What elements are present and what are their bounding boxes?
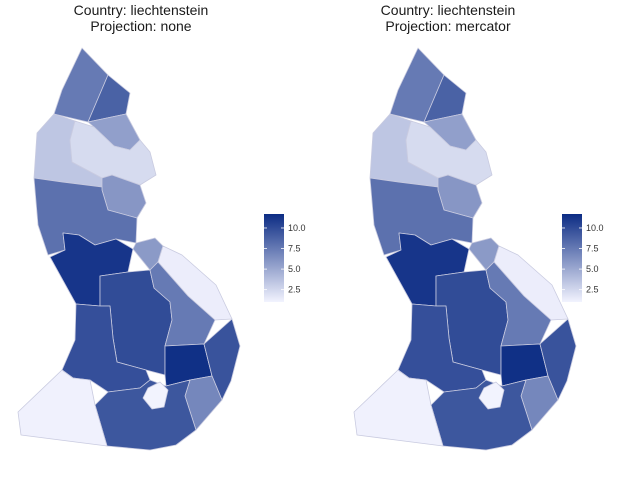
region-enclave xyxy=(142,381,169,410)
legend-color-bar xyxy=(562,214,582,302)
region-enclave xyxy=(478,381,505,410)
legend-tick-label: 10.0 xyxy=(288,223,306,233)
region-north-plain xyxy=(405,120,493,186)
region-north-plain xyxy=(69,120,157,186)
region-south-west-corner xyxy=(353,369,444,447)
legend-tick-label: 2.5 xyxy=(288,285,301,295)
map-panel-none: Country: liechtenstein Projection: none xyxy=(17,2,241,451)
legend-tick-label: 7.5 xyxy=(288,244,301,254)
map-title-projection: Projection: mercator xyxy=(385,18,511,34)
legend-tick-label: 10.0 xyxy=(586,223,604,233)
map-title-country: Country: liechtenstein xyxy=(381,2,516,18)
legend-color-bar xyxy=(264,214,284,302)
legend-tick-label: 5.0 xyxy=(586,264,599,274)
color-legend: 2.5 5.0 7.5 10.0 xyxy=(562,214,604,302)
legend-tick-label: 2.5 xyxy=(586,285,599,295)
map-panel-mercator: Country: liechtenstein Projection: merca… xyxy=(353,2,577,451)
legend-tick-label: 7.5 xyxy=(586,244,599,254)
color-legend: 2.5 5.0 7.5 10.0 xyxy=(264,214,306,302)
map-title-country: Country: liechtenstein xyxy=(74,2,209,18)
map-regions xyxy=(17,47,241,451)
map-title-projection: Projection: none xyxy=(90,18,191,34)
region-south-west-corner xyxy=(17,369,108,447)
legend-tick-label: 5.0 xyxy=(288,264,301,274)
map-regions xyxy=(353,47,577,451)
